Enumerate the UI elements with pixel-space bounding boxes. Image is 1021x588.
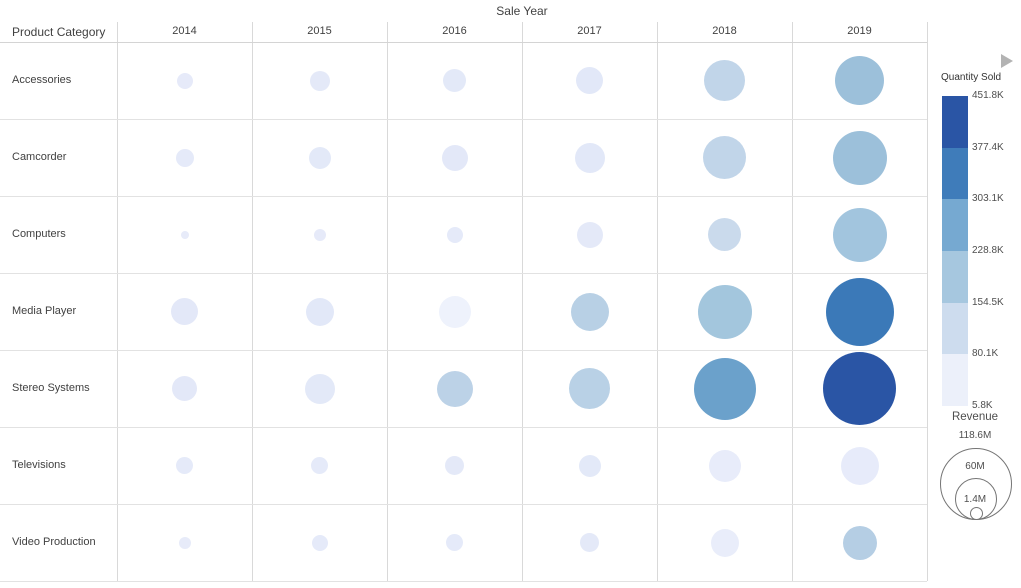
grid-vline-5 bbox=[792, 22, 793, 581]
bubble-video-production-2016[interactable] bbox=[446, 534, 463, 551]
grid-vline-2 bbox=[387, 22, 388, 581]
bubble-accessories-2018[interactable] bbox=[704, 60, 745, 101]
bubble-televisions-2015[interactable] bbox=[311, 457, 328, 474]
row-label-media-player[interactable]: Media Player bbox=[12, 304, 77, 317]
bubble-stereo-systems-2014[interactable] bbox=[172, 376, 197, 401]
bubble-media-player-2015[interactable] bbox=[305, 297, 334, 326]
grid-hline-3 bbox=[0, 273, 927, 274]
row-label-camcorder[interactable]: Camcorder bbox=[12, 150, 67, 163]
color-legend-segment-1 bbox=[942, 147, 968, 200]
row-label-televisions[interactable]: Televisions bbox=[12, 458, 66, 471]
row-label-accessories[interactable]: Accessories bbox=[12, 73, 72, 86]
bubble-computers-2014[interactable] bbox=[180, 230, 189, 239]
bubble-computers-2018[interactable] bbox=[708, 218, 741, 251]
column-header-2015[interactable]: 2015 bbox=[307, 25, 332, 37]
color-legend-segment-4 bbox=[942, 302, 968, 355]
bubble-accessories-2015[interactable] bbox=[309, 70, 330, 91]
grid-hline-1 bbox=[0, 119, 927, 120]
bubble-media-player-2019[interactable] bbox=[825, 277, 894, 346]
size-legend-circle-2 bbox=[969, 507, 983, 520]
grid-hline-2 bbox=[0, 196, 927, 197]
grid-vline-1 bbox=[252, 22, 253, 581]
bubble-stereo-systems-2015[interactable] bbox=[304, 373, 335, 404]
grid-vline-3 bbox=[522, 22, 523, 581]
color-legend-title: Quantity Sold bbox=[941, 72, 1002, 83]
bubble-media-player-2017[interactable] bbox=[570, 292, 609, 331]
bubble-media-player-2018[interactable] bbox=[697, 284, 752, 339]
color-legend-tick-5: 80.1K bbox=[972, 348, 999, 360]
row-label-video-production[interactable]: Video Production bbox=[12, 535, 96, 548]
bubble-camcorder-2015[interactable] bbox=[308, 146, 331, 169]
grid-hline-7 bbox=[0, 581, 927, 582]
color-legend-tick-3: 228.8K bbox=[972, 245, 1004, 256]
row-label-computers[interactable]: Computers bbox=[12, 227, 66, 240]
bubble-accessories-2016[interactable] bbox=[443, 69, 466, 92]
column-header-2019[interactable]: 2019 bbox=[847, 25, 872, 37]
bubble-televisions-2016[interactable] bbox=[445, 456, 464, 475]
grid-vline-6 bbox=[927, 22, 928, 581]
bubble-video-production-2018[interactable] bbox=[710, 528, 739, 557]
column-header-2016[interactable]: 2016 bbox=[442, 25, 467, 37]
grid-vline-4 bbox=[657, 22, 658, 581]
bubble-accessories-2017[interactable] bbox=[576, 67, 603, 94]
bubble-televisions-2014[interactable] bbox=[176, 457, 193, 474]
row-label-stereo-systems[interactable]: Stereo Systems bbox=[12, 381, 90, 394]
color-legend-segment-0 bbox=[942, 96, 968, 149]
color-legend-tick-2: 303.1K bbox=[972, 193, 1004, 205]
chart-title: Sale Year bbox=[496, 4, 548, 18]
size-legend-title: Revenue bbox=[951, 411, 999, 423]
bubble-stereo-systems-2018[interactable] bbox=[693, 357, 756, 420]
bubble-video-production-2015[interactable] bbox=[311, 534, 328, 551]
row-dimension-label: Product Category bbox=[12, 25, 106, 39]
bubble-televisions-2018[interactable] bbox=[708, 449, 741, 482]
grid-hline-4 bbox=[0, 350, 927, 351]
bubble-stereo-systems-2017[interactable] bbox=[569, 368, 610, 409]
bubble-accessories-2019[interactable] bbox=[835, 56, 884, 105]
legend-expander-right-arrow-icon[interactable] bbox=[1001, 54, 1013, 68]
size-legend-label-1: 60M bbox=[965, 461, 985, 472]
bubble-camcorder-2017[interactable] bbox=[574, 142, 605, 173]
bubble-televisions-2019[interactable] bbox=[840, 446, 879, 485]
column-header-2017[interactable]: 2017 bbox=[577, 25, 602, 37]
grid-hline-0 bbox=[0, 42, 927, 43]
column-header-2014[interactable]: 2014 bbox=[172, 25, 197, 37]
grid-hline-5 bbox=[0, 427, 927, 428]
bubble-computers-2019[interactable] bbox=[832, 207, 887, 262]
color-legend-tick-6: 5.8K bbox=[972, 400, 993, 411]
bubble-camcorder-2014[interactable] bbox=[175, 148, 194, 167]
bubble-media-player-2014[interactable] bbox=[171, 298, 198, 325]
bubble-camcorder-2019[interactable] bbox=[832, 130, 887, 185]
bubble-computers-2017[interactable] bbox=[576, 221, 603, 248]
bubble-televisions-2017[interactable] bbox=[578, 454, 601, 477]
color-legend-tick-0: 451.8K bbox=[972, 90, 1004, 101]
grid-hline-6 bbox=[0, 504, 927, 505]
color-legend-tick-1: 377.4K bbox=[972, 141, 1004, 153]
bubble-stereo-systems-2019[interactable] bbox=[823, 352, 896, 425]
color-legend-segment-3 bbox=[942, 251, 968, 304]
bubble-stereo-systems-2016[interactable] bbox=[436, 370, 473, 407]
bubble-video-production-2019[interactable] bbox=[842, 525, 877, 560]
color-legend-tick-4: 154.5K bbox=[972, 296, 1004, 308]
bubble-media-player-2016[interactable] bbox=[438, 295, 471, 328]
bubble-accessories-2014[interactable] bbox=[176, 72, 193, 89]
bubble-computers-2015[interactable] bbox=[313, 228, 326, 241]
bubble-video-production-2014[interactable] bbox=[178, 536, 191, 549]
bubble-video-production-2017[interactable] bbox=[580, 533, 599, 552]
color-legend-segment-5 bbox=[942, 354, 968, 407]
bubble-computers-2016[interactable] bbox=[446, 226, 463, 243]
grid-vline-0 bbox=[117, 22, 118, 581]
size-legend-label-2: 1.4M bbox=[963, 494, 987, 505]
bubble-camcorder-2018[interactable] bbox=[703, 136, 746, 179]
size-legend-label-0: 118.6M bbox=[958, 430, 992, 441]
color-legend-segment-2 bbox=[942, 199, 968, 252]
bubble-camcorder-2016[interactable] bbox=[441, 144, 468, 171]
column-header-2018[interactable]: 2018 bbox=[712, 25, 737, 37]
